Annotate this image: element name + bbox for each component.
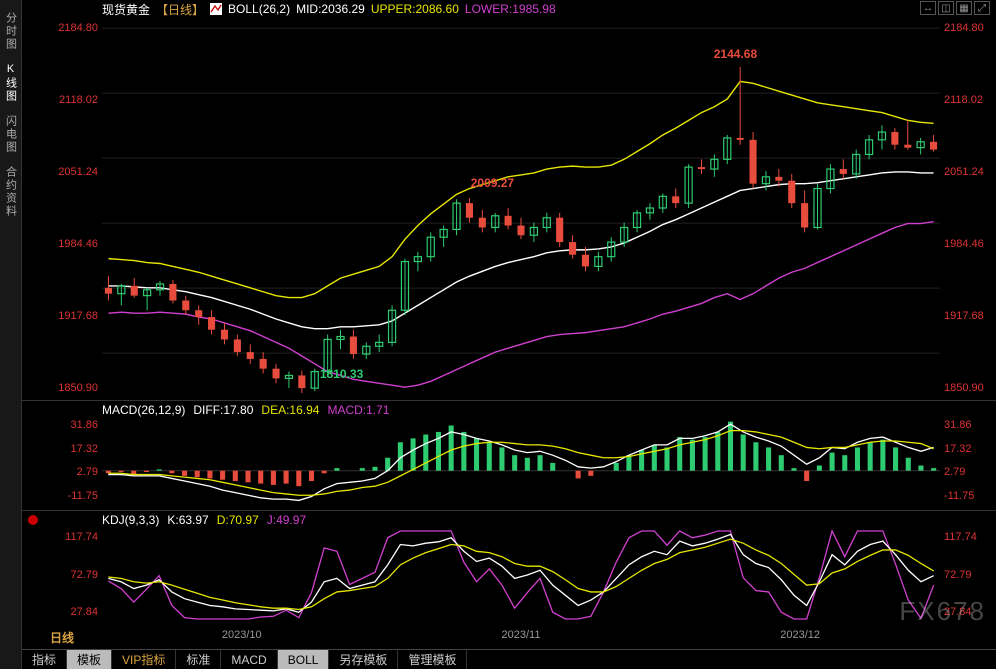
kdj-j: J:49.97 <box>267 513 306 527</box>
macd-diff: DIFF:17.80 <box>193 403 253 417</box>
xaxis-label: 2023/11 <box>502 629 541 641</box>
chart-panels: 2184.802118.022051.241984.461917.681850.… <box>22 18 996 649</box>
tab[interactable]: BOLL <box>278 650 330 669</box>
main-area: 现货黄金 【日线】 BOLL(26,2) MID:2036.29 UPPER:2… <box>22 0 996 669</box>
main-chart-svg <box>22 18 996 398</box>
vnav-item[interactable]: 分时图 <box>3 6 19 57</box>
kdj-d: D:70.97 <box>217 513 259 527</box>
indicator-icon <box>210 3 222 15</box>
toolbar-button[interactable]: ◫ <box>938 1 954 15</box>
boll-lower-label: LOWER:1985.98 <box>465 2 556 16</box>
macd-name: MACD(26,12,9) <box>102 403 185 417</box>
macd-header: MACD(26,12,9) DIFF:17.80 DEA:16.94 MACD:… <box>102 403 389 417</box>
price-annotation: 1810.33 <box>320 367 363 381</box>
macd-svg <box>22 401 996 509</box>
chart-header: 现货黄金 【日线】 BOLL(26,2) MID:2036.29 UPPER:2… <box>22 0 996 18</box>
tab[interactable]: 另存模板 <box>329 650 398 669</box>
vnav-item[interactable]: 闪电图 <box>3 109 19 160</box>
tab[interactable]: 指标 <box>22 650 67 669</box>
xaxis-label: 2023/10 <box>222 629 262 641</box>
kdj-svg <box>22 511 996 627</box>
kdj-k: K:63.97 <box>167 513 208 527</box>
macd-val: MACD:1.71 <box>327 403 389 417</box>
macd-dea: DEA:16.94 <box>261 403 319 417</box>
xaxis-label: 2023/12 <box>780 629 820 641</box>
price-annotation: 2144.68 <box>714 47 757 61</box>
kdj-panel[interactable]: KDJ(9,3,3) K:63.97 D:70.97 J:49.97 117.7… <box>22 510 996 626</box>
timeframe-badge: 【日线】 <box>156 1 204 18</box>
toolbar: ↔◫▦⤢ <box>920 1 990 15</box>
bottom-tabs: 指标模板VIP指标标准MACDBOLL另存模板管理模板 <box>22 649 996 669</box>
boll-upper-label: UPPER:2086.60 <box>371 2 459 16</box>
timeframe-label: 日线 <box>50 629 74 646</box>
indicator-name: BOLL(26,2) <box>228 2 290 16</box>
vnav-item[interactable]: 合约资料 <box>3 160 19 224</box>
price-annotation: 2009.27 <box>471 176 514 190</box>
x-axis: 2023/10 2023/11 2023/12 <box>102 629 940 641</box>
macd-panel[interactable]: MACD(26,12,9) DIFF:17.80 DEA:16.94 MACD:… <box>22 400 996 508</box>
main-chart-panel[interactable]: 2184.802118.022051.241984.461917.681850.… <box>22 18 996 398</box>
left-vertical-nav: 分时图K线图闪电图合约资料 <box>0 0 22 669</box>
tab[interactable]: VIP指标 <box>112 650 176 669</box>
boll-mid-label: MID:2036.29 <box>296 2 365 16</box>
tab[interactable]: 标准 <box>176 650 221 669</box>
tab[interactable]: 管理模板 <box>398 650 467 669</box>
kdj-name: KDJ(9,3,3) <box>102 513 159 527</box>
recording-dot-icon <box>28 515 38 525</box>
toolbar-button[interactable]: ↔ <box>920 1 936 15</box>
instrument-title: 现货黄金 <box>102 1 150 18</box>
vnav-item[interactable]: K线图 <box>3 57 19 109</box>
tab[interactable]: MACD <box>221 650 277 669</box>
toolbar-button[interactable]: ▦ <box>956 1 972 15</box>
toolbar-button[interactable]: ⤢ <box>974 1 990 15</box>
kdj-header: KDJ(9,3,3) K:63.97 D:70.97 J:49.97 <box>102 513 306 527</box>
root: 分时图K线图闪电图合约资料 现货黄金 【日线】 BOLL(26,2) MID:2… <box>0 0 996 669</box>
tab[interactable]: 模板 <box>67 650 112 669</box>
